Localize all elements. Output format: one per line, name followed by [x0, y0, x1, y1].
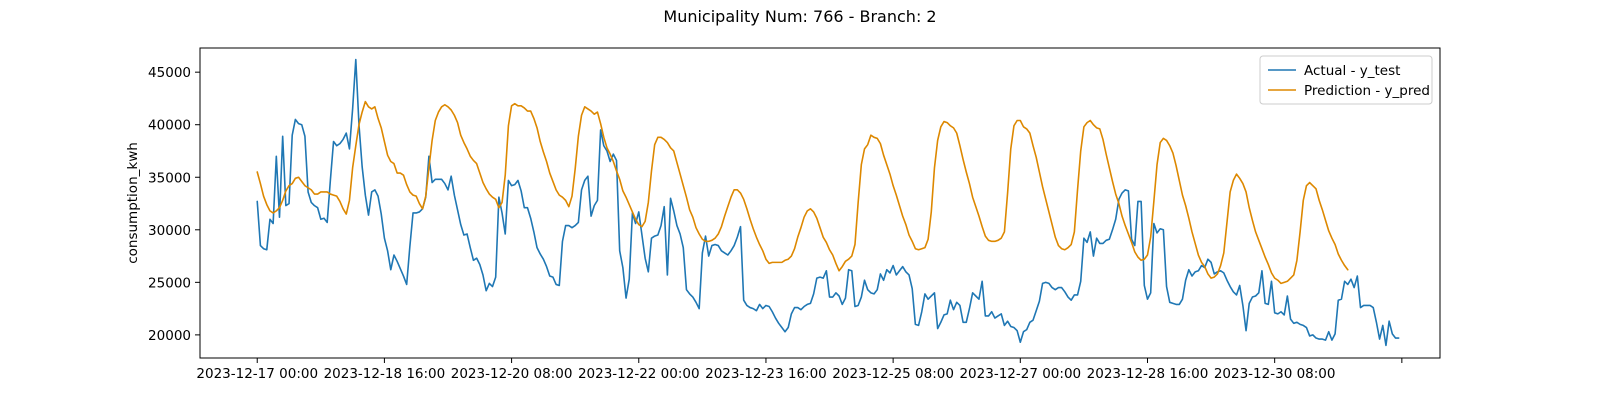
x-tick-label: 2023-12-22 00:00: [578, 366, 700, 382]
series-line-actual: [256, 58, 1400, 347]
y-tick-label: 35000: [148, 170, 191, 186]
y-tick-label: 25000: [148, 275, 191, 291]
y-tick-label: 45000: [148, 65, 191, 81]
y-tick-label: 40000: [148, 118, 191, 134]
y-tick-label: 30000: [148, 223, 191, 239]
x-axis: 2023-12-17 00:00 2023-12-18 16:00 2023-12-…: [196, 358, 1403, 382]
legend-label: Actual - y_test: [1304, 63, 1400, 79]
x-tick-label: 2023-12-30 08:00: [1214, 366, 1336, 382]
plot-area: [199, 47, 1441, 359]
series-layer: [256, 58, 1400, 347]
x-tick-label: 2023-12-25 08:00: [832, 366, 954, 382]
y-axis-label: consumption_kwh: [125, 142, 141, 264]
x-tick-label: 2023-12-18 16:00: [324, 366, 446, 382]
y-axis: 20000 25000 30000 35000 40000 45000: [148, 65, 200, 344]
legend: Actual - y_test Prediction - y_pred: [1259, 55, 1433, 105]
legend-label: Prediction - y_pred: [1304, 83, 1430, 99]
x-tick-label: 2023-12-17 00:00: [196, 366, 318, 382]
chart-title: Municipality Num: 766 - Branch: 2: [663, 7, 936, 26]
x-tick-label: 2023-12-20 08:00: [451, 366, 573, 382]
x-tick-label: 2023-12-23 16:00: [705, 366, 827, 382]
x-tick-label: 2023-12-28 16:00: [1087, 366, 1209, 382]
series-line-prediction: [256, 100, 1349, 285]
legend-box: [1259, 55, 1433, 105]
x-tick-label: 2023-12-27 00:00: [959, 366, 1081, 382]
y-tick-label: 20000: [148, 328, 191, 344]
